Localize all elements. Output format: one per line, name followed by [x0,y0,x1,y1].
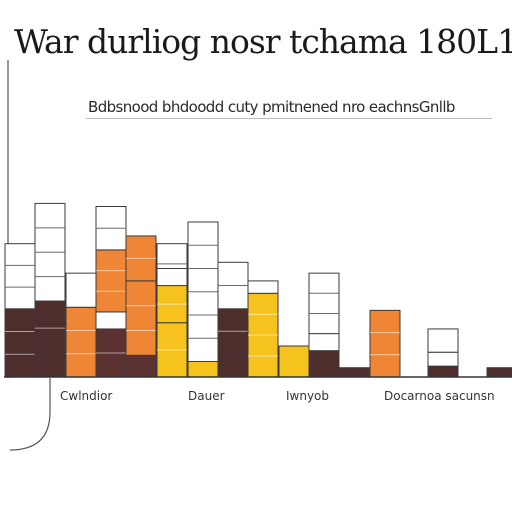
bar-segment [156,268,188,287]
bar-segment [4,308,36,378]
bar-segment [247,280,279,294]
bar-segment [427,328,459,353]
x-tick-label: Docarnoa sacunsn [384,389,495,403]
x-tick-labels: Cwlndior Dauer Iwnyob Docarnoa sacunsn [60,389,495,403]
bar-segment [338,367,370,378]
bar-segment [369,309,401,378]
bar-segment [125,280,157,356]
bar-segment [4,243,36,310]
bar-segment [187,361,219,378]
bar-segment [95,249,127,313]
bar-segment [65,306,97,378]
bar-segment [308,350,340,378]
bar-segment [95,311,127,330]
x-tick-label: Iwnyob [286,389,329,403]
axis-corner-curve [9,378,51,451]
subtitle-divider [86,118,492,119]
bar-segment [34,354,66,378]
bar-segment [308,272,340,335]
bar-segment [65,272,97,308]
x-tick-label: Cwlndior [60,389,112,403]
x-tick-label: Dauer [188,389,225,403]
bar-segment [427,365,459,378]
bar-group [4,202,512,378]
bar-segment [486,367,512,378]
bar-segment [278,345,310,378]
bar-segment [217,353,249,378]
chart-subtitle: Bdbsnood bhdoodd cuty pmitnened nro each… [88,98,455,116]
bar-segment [308,333,340,352]
bar-segment [427,351,459,367]
bar-segment [125,354,157,378]
chart-title: War durliog nosr tchama 180L1 [14,22,512,61]
